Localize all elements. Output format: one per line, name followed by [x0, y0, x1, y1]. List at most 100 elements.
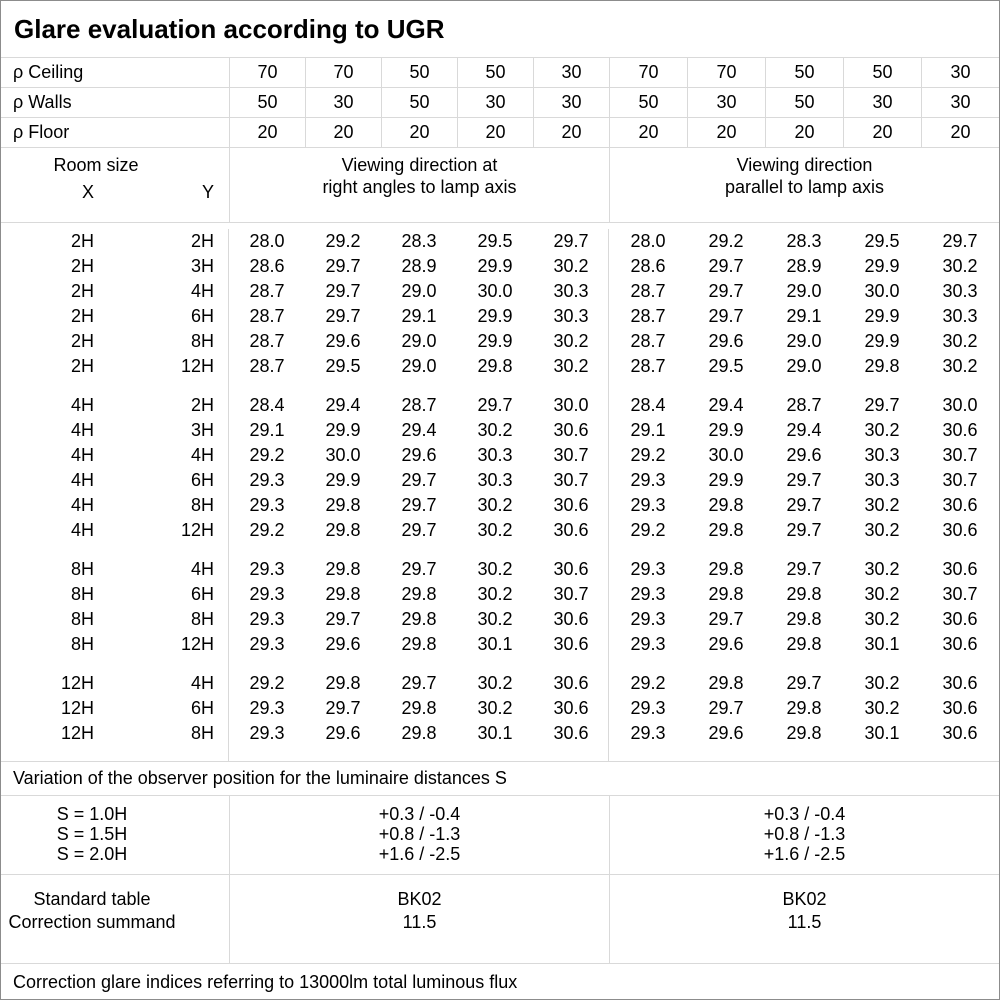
ugr-value-right-angles: 29.7: [553, 231, 589, 251]
ugr-value-parallel: 29.8: [864, 356, 900, 376]
room-y-value: 4H: [190, 281, 214, 301]
ugr-value-parallel: 29.8: [786, 634, 822, 654]
ugr-value-parallel: 30.3: [942, 281, 978, 301]
ugr-value-parallel: 29.7: [708, 306, 744, 326]
ugr-value-parallel: 29.7: [708, 281, 744, 301]
ugr-value-parallel: 29.1: [630, 420, 666, 440]
ugr-value-right-angles: 30.6: [553, 634, 589, 654]
room-y-value: 6H: [190, 584, 214, 604]
s-distance-labels: S = 1.0H S = 1.5H S = 2.0H: [1, 796, 229, 874]
reflectance-value: 50: [381, 88, 457, 117]
ugr-value-parallel: 29.0: [786, 281, 822, 301]
room-x-label: X: [81, 182, 94, 202]
ugr-value-right-angles: 29.9: [477, 256, 513, 276]
ugr-value-parallel: 28.7: [630, 281, 666, 301]
reflectance-value: 20: [921, 118, 999, 147]
ugr-value-parallel: 29.2: [630, 673, 666, 693]
table-row: 2H 2H 28.0 29.2 28.3 29.5 29.7 28.0 29.2 28.3 29.5…: [1, 229, 999, 254]
reflectance-value: 50: [457, 58, 533, 87]
ugr-value-right-angles: 29.2: [249, 445, 285, 465]
room-x-value: 8H: [70, 609, 94, 629]
ugr-value-parallel: 29.7: [708, 256, 744, 276]
ugr-value-parallel: 28.4: [630, 395, 666, 415]
spacer: [214, 254, 229, 279]
ugr-value-right-angles: 30.6: [553, 495, 589, 515]
room-x-value: 2H: [70, 256, 94, 276]
standard-table-parallel: BK02 11.5: [609, 875, 999, 963]
ugr-value-right-angles: 29.8: [325, 495, 361, 515]
reflectance-value: 20: [609, 118, 687, 147]
reflectance-value: 20: [229, 118, 305, 147]
ugr-value-right-angles: 30.2: [477, 698, 513, 718]
ugr-value-right-angles: 29.3: [249, 698, 285, 718]
ugr-value-right-angles: 28.9: [401, 256, 437, 276]
title-bar: Glare evaluation according to UGR: [1, 1, 999, 58]
spacer: [214, 304, 229, 329]
ugr-value-parallel: 30.2: [864, 520, 900, 540]
ugr-value-parallel: 29.2: [708, 231, 744, 251]
reflectance-value: 30: [843, 88, 921, 117]
ugr-value-right-angles: 29.3: [249, 559, 285, 579]
ugr-value-right-angles: 29.7: [401, 495, 437, 515]
ugr-value-parallel: 29.8: [786, 723, 822, 743]
room-y-value: 4H: [190, 559, 214, 579]
room-x-value: 4H: [70, 520, 94, 540]
ugr-value-parallel: 29.3: [630, 584, 666, 604]
ugr-value-right-angles: 30.0: [325, 445, 361, 465]
page-title: Glare evaluation according to UGR: [14, 13, 445, 44]
room-x-value: 8H: [70, 584, 94, 604]
s-distance-label: S = 1.5H: [56, 824, 128, 844]
ugr-value-parallel: 30.7: [942, 470, 978, 490]
ugr-value-parallel: 29.7: [708, 609, 744, 629]
spacer: [214, 557, 229, 582]
room-x-value: 4H: [70, 470, 94, 490]
table-row: 8H 12H 29.3 29.6 29.8 30.1 30.6 29.3 29.6 29.8 30.…: [1, 632, 999, 657]
ugr-value-right-angles: 30.2: [477, 584, 513, 604]
ugr-value-parallel: 29.7: [786, 559, 822, 579]
ugr-value-parallel: 29.6: [708, 634, 744, 654]
reflectance-value: 30: [533, 88, 609, 117]
room-size-label: Room size: [53, 155, 139, 175]
ugr-value-parallel: 29.8: [708, 495, 744, 515]
ugr-value-right-angles: 29.2: [249, 520, 285, 540]
ugr-value-parallel: 30.7: [942, 584, 978, 604]
ugr-value-right-angles: 29.7: [477, 395, 513, 415]
ugr-value-parallel: 29.4: [786, 420, 822, 440]
ugr-value-right-angles: 29.2: [249, 673, 285, 693]
ugr-value-right-angles: 28.7: [249, 281, 285, 301]
room-x-value: 4H: [70, 395, 94, 415]
ugr-value-right-angles: 30.6: [553, 520, 589, 540]
ugr-value-right-angles: 30.2: [553, 256, 589, 276]
ugr-value-parallel: 29.7: [708, 698, 744, 718]
spacer: [214, 696, 229, 721]
ugr-value-right-angles: 30.2: [477, 495, 513, 515]
ugr-value-right-angles: 30.2: [477, 609, 513, 629]
ugr-value-right-angles: 28.4: [249, 395, 285, 415]
ugr-value-right-angles: 29.8: [477, 356, 513, 376]
reflectance-value: 50: [843, 58, 921, 87]
ugr-value-right-angles: 30.2: [553, 331, 589, 351]
spacer: [214, 493, 229, 518]
s-variation-value: +0.3 / -0.4: [763, 804, 846, 824]
reflectance-value: 30: [533, 58, 609, 87]
table-row: 12H 6H 29.3 29.7 29.8 30.2 30.6 29.3 29.7 29.8 30.…: [1, 696, 999, 721]
standard-table-value: BK02: [397, 889, 442, 909]
room-size-cell: Room size X Y: [1, 148, 229, 222]
ugr-value-parallel: 28.3: [786, 231, 822, 251]
room-size-block: 4H 2H 28.4 29.4 28.7 29.7 30.0 28.4 29.4 28.7 29.7…: [1, 393, 999, 543]
ugr-value-parallel: 30.2: [864, 698, 900, 718]
ugr-value-right-angles: 29.0: [401, 331, 437, 351]
room-y-value: 6H: [190, 470, 214, 490]
room-y-value: 8H: [190, 331, 214, 351]
table-row: 2H 6H 28.7 29.7 29.1 29.9 30.3 28.7 29.7 29.1 29.9…: [1, 304, 999, 329]
ugr-value-right-angles: 29.8: [325, 520, 361, 540]
reflectance-value: 20: [305, 118, 381, 147]
reflectance-value: 30: [457, 88, 533, 117]
column-divider: [228, 229, 229, 761]
ugr-value-parallel: 29.9: [864, 331, 900, 351]
ugr-value-parallel: 29.3: [630, 559, 666, 579]
ugr-value-right-angles: 30.1: [477, 723, 513, 743]
ugr-value-parallel: 28.7: [786, 395, 822, 415]
ugr-value-parallel: 30.1: [864, 634, 900, 654]
